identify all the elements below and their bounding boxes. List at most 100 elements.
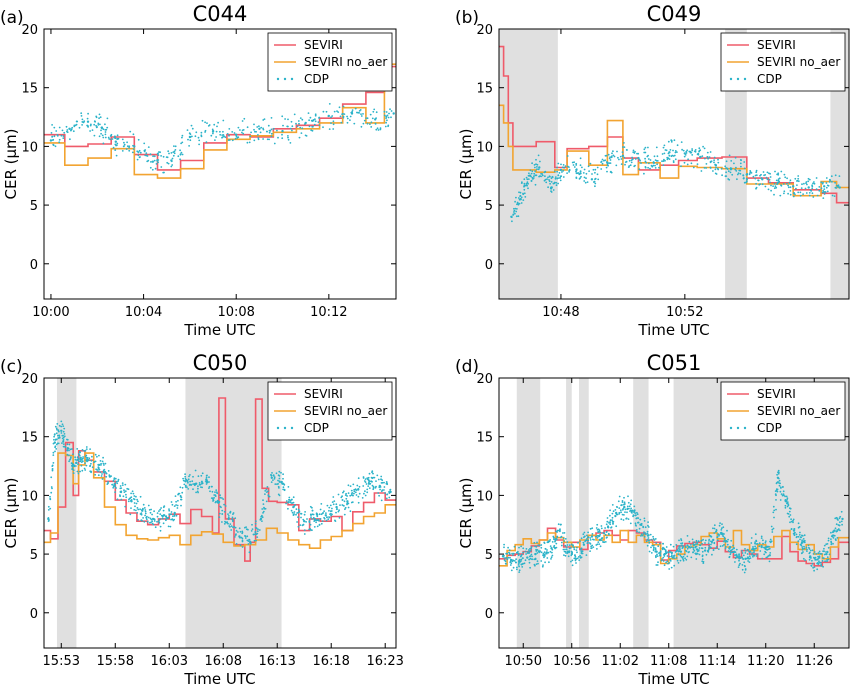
axes-frame [43,377,397,649]
y-tick-label: 20 [476,23,493,38]
data-point [259,517,263,521]
data-point [550,547,553,550]
x-tick-label: 16:18 [312,654,349,669]
x-tick-label: 11:08 [650,654,687,669]
series-dots [49,103,395,174]
legend-entry: SEVIRI [757,387,796,401]
legend: SEVIRI SEVIRI no_aer CDP [720,381,846,441]
x-tick-label: 10:08 [217,305,254,320]
data-point [281,129,284,133]
y-tick-label: 15 [21,431,38,446]
data-point [133,145,136,148]
plot-area [44,397,396,562]
x-tick-label: 10:48 [542,305,579,320]
x-tick-label: 15:53 [43,654,80,669]
y-tick-label: 15 [476,431,493,446]
data-point [258,127,261,130]
panel-C049: 0 5 10 15 20 10:48 10:52 C049 (b) Time UTC CER (μm… [455,2,850,339]
x-tick-label: 11:26 [796,654,833,669]
shaded-region [516,378,541,648]
data-point [631,509,634,512]
data-point [679,550,683,553]
x-tick-label: 10:12 [310,305,347,320]
x-axis-label: Time UTC [637,670,709,684]
y-tick-label: 20 [476,372,493,387]
x-tick-label: 16:08 [205,654,242,669]
legend-entry: CDP [304,421,329,435]
legend-entry: SEVIRI [304,387,343,401]
chart-title: C044 [193,2,248,26]
x-tick-label: 16:03 [151,654,188,669]
data-point [173,511,176,515]
x-tick-label: 11:20 [747,654,784,669]
panel-label: (b) [455,8,479,28]
data-point [49,139,53,142]
shaded-region [579,378,589,648]
x-tick-label: 10:52 [666,305,703,320]
data-point [53,441,56,444]
data-point [335,505,338,509]
data-point [100,126,104,129]
data-point [68,127,71,130]
data-point [550,186,553,189]
legend-entry: SEVIRI no_aer [304,55,387,69]
shaded-region [499,29,558,299]
axes-frame [498,28,850,300]
legend: SEVIRI SEVIRI no_aer CDP [720,32,846,92]
series-dots [501,469,844,574]
data-point [60,429,63,432]
data-point [346,500,349,503]
data-point [73,464,76,468]
data-point [87,459,90,462]
data-point [211,129,215,133]
data-point [590,535,594,538]
x-tick-label: 10:56 [553,654,590,669]
x-tick-label: 11:14 [699,654,736,669]
x-axis-label: Time UTC [637,321,709,339]
x-axis-label: Time UTC [183,670,255,684]
data-point [392,112,395,115]
data-point [792,185,795,188]
x-tick-label: 15:58 [97,654,134,669]
series-line-1 [44,63,396,179]
panel-label: (c) [0,357,23,377]
y-tick-label: 5 [485,548,493,563]
data-point [623,505,626,509]
legend-entry: CDP [757,421,782,435]
data-point [582,543,586,546]
series-line-1 [499,104,849,197]
y-tick-label: 20 [21,23,38,38]
legend-entry: SEVIRI [304,38,343,52]
data-point [637,156,640,160]
legend-entry: SEVIRI [757,38,796,52]
y-tick-label: 0 [30,258,38,273]
shaded-region [725,29,747,299]
y-tick-label: 15 [21,82,38,97]
data-point [792,529,796,532]
data-point [270,476,273,479]
panel-C051: 0 5 10 15 20 10:50 10:56 11:02 11:08 11:14 11:20 11… [455,351,850,684]
data-point [695,548,699,551]
y-tick-label: 20 [21,372,38,387]
data-point [86,120,90,123]
data-point [519,198,522,201]
plot-area [499,45,849,223]
x-axis-label: Time UTC [183,321,255,339]
data-point [195,482,198,485]
panel-label: (d) [455,357,479,377]
x-tick-label: 16:13 [258,654,295,669]
panel-C044: 0 5 10 15 20 10:00 10:04 10:08 10:12 C044 (a) Time … [0,2,397,339]
y-axis-label: CER (μm) [457,477,475,548]
legend: SEVIRI SEVIRI no_aer CDP [267,32,393,92]
axes-frame [43,28,397,300]
data-point [699,155,702,159]
plot-area [44,63,396,179]
data-point [655,550,658,553]
shaded-region [566,378,572,648]
data-point [784,500,788,503]
x-tick-label: 10:00 [32,305,69,320]
data-point [559,168,563,172]
chart-title: C049 [647,2,702,26]
data-point [841,517,844,521]
